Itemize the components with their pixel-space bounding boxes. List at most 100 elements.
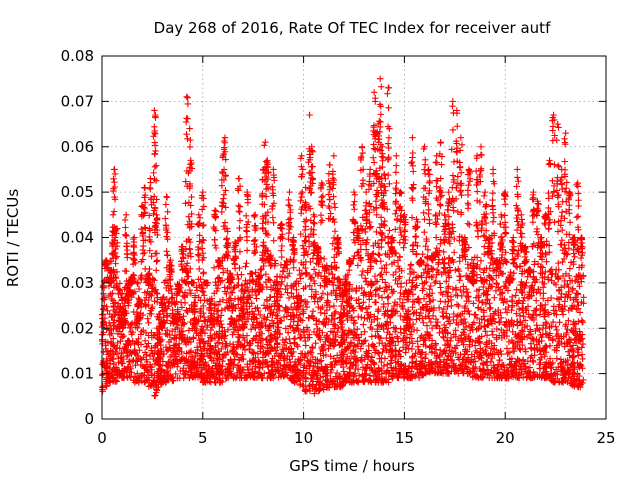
data-point	[426, 286, 433, 293]
data-point	[320, 386, 327, 393]
data-point	[409, 340, 416, 347]
data-point	[412, 274, 420, 281]
data-point	[248, 308, 256, 315]
data-point	[427, 318, 435, 326]
data-point	[542, 325, 549, 332]
data-point	[574, 370, 581, 377]
data-point	[155, 354, 162, 361]
data-point	[227, 361, 234, 369]
data-point	[503, 318, 510, 325]
data-point	[280, 313, 288, 321]
data-point	[480, 269, 487, 276]
data-point	[168, 290, 176, 297]
data-point	[479, 277, 487, 285]
data-point	[376, 251, 383, 259]
data-point	[446, 347, 453, 354]
data-point	[122, 211, 130, 219]
data-point	[527, 344, 535, 351]
data-point	[163, 264, 170, 271]
data-point	[185, 213, 193, 220]
data-point	[198, 323, 206, 330]
data-point	[201, 317, 208, 324]
data-point	[469, 326, 476, 333]
data-point	[169, 373, 176, 381]
data-point	[542, 309, 549, 317]
data-point	[124, 337, 131, 345]
data-point	[408, 335, 415, 342]
data-point	[500, 299, 507, 306]
data-point	[456, 258, 463, 265]
data-point	[154, 313, 161, 320]
data-point	[221, 134, 229, 141]
data-point	[298, 334, 305, 341]
data-point	[275, 357, 283, 364]
data-point	[414, 343, 422, 350]
data-point	[200, 309, 207, 317]
data-point	[525, 311, 532, 318]
data-point	[503, 345, 511, 352]
data-point	[529, 357, 536, 364]
data-point	[143, 343, 150, 350]
data-point	[481, 316, 488, 323]
data-point	[508, 362, 515, 369]
data-point	[187, 202, 194, 209]
data-point	[191, 305, 199, 313]
data-point	[194, 220, 201, 228]
data-point	[143, 367, 151, 374]
data-point	[406, 331, 414, 338]
data-point	[171, 312, 179, 320]
data-point	[479, 299, 487, 306]
data-point	[170, 360, 177, 367]
data-point	[107, 347, 115, 355]
data-point	[512, 292, 519, 299]
data-point	[334, 382, 341, 389]
data-point	[256, 282, 263, 290]
data-point	[110, 175, 117, 183]
data-point	[223, 236, 230, 243]
data-point	[494, 374, 501, 382]
data-point	[473, 254, 481, 261]
data-point	[493, 272, 500, 279]
data-point	[543, 258, 550, 265]
data-point	[314, 356, 321, 364]
data-point	[479, 360, 487, 368]
data-point	[284, 272, 292, 280]
data-point	[538, 270, 546, 277]
data-point	[450, 362, 457, 370]
data-point	[519, 328, 527, 335]
data-point	[215, 318, 222, 326]
data-point	[500, 361, 507, 369]
data-point	[323, 370, 330, 377]
data-point	[578, 351, 586, 358]
data-point	[375, 306, 382, 313]
data-point	[324, 299, 332, 306]
data-point	[546, 330, 554, 337]
data-point	[306, 282, 313, 289]
data-point	[212, 282, 220, 289]
data-point	[524, 370, 531, 377]
data-point	[229, 341, 237, 348]
data-point	[111, 193, 118, 201]
data-point	[122, 232, 130, 240]
data-point	[424, 268, 432, 275]
data-point	[542, 319, 549, 326]
data-point	[320, 352, 327, 359]
data-point	[222, 156, 229, 163]
data-point	[210, 264, 218, 272]
data-point	[201, 344, 208, 352]
data-point	[199, 256, 206, 264]
data-point	[313, 331, 320, 338]
data-point	[122, 231, 129, 238]
data-point	[573, 290, 580, 297]
data-point	[383, 269, 390, 276]
data-point	[498, 254, 505, 261]
data-point	[243, 188, 251, 196]
data-point	[454, 321, 462, 328]
data-point	[513, 359, 521, 367]
data-point	[453, 301, 461, 308]
data-point	[575, 346, 582, 353]
data-point	[300, 367, 307, 374]
data-point	[192, 319, 199, 326]
data-point	[452, 266, 459, 274]
data-point	[277, 361, 284, 369]
